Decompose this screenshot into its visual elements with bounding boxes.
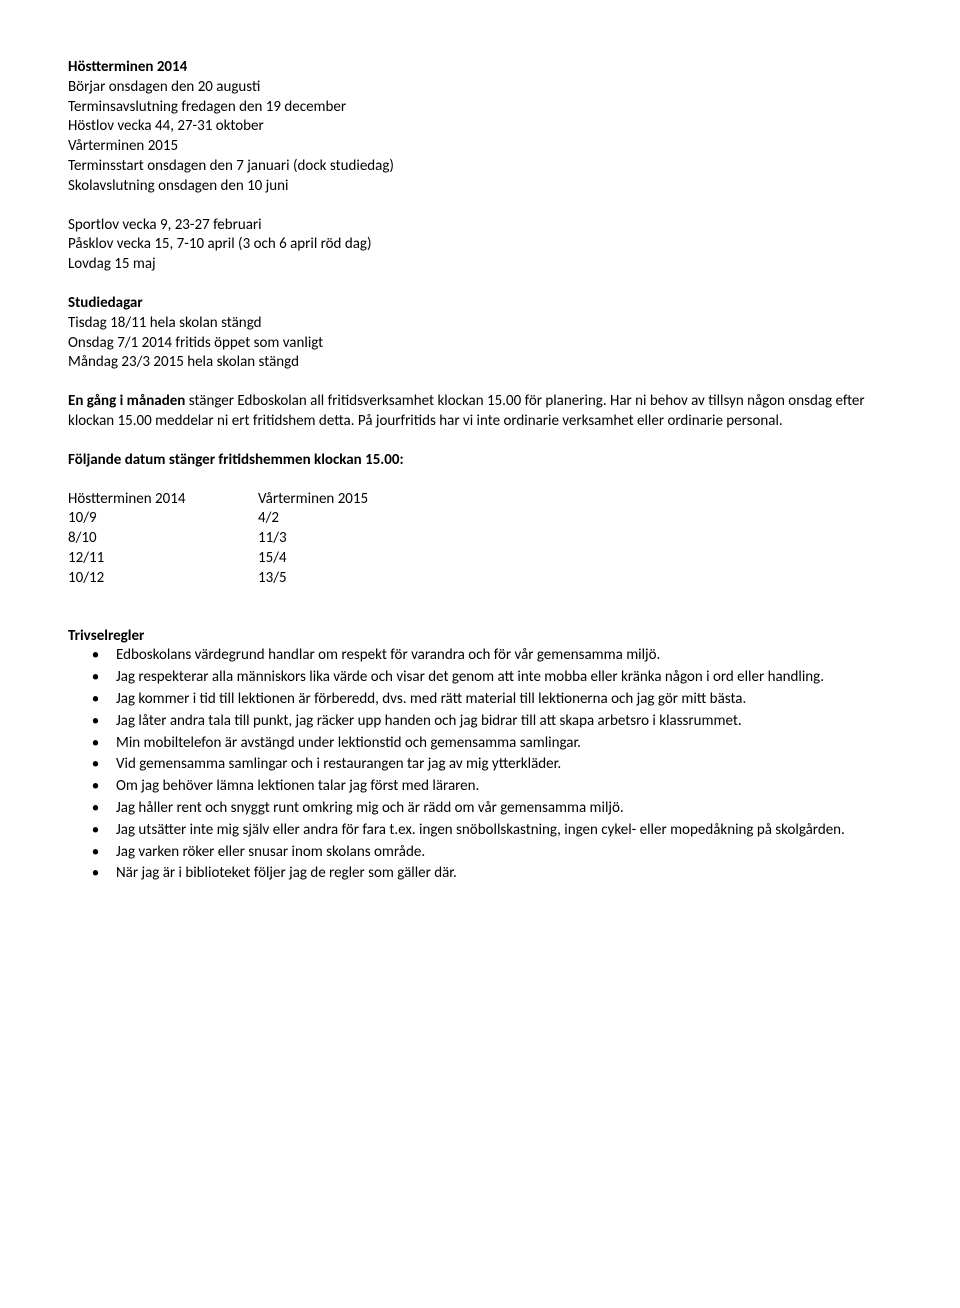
table-cell: 8/10 [68,529,258,549]
section-trivselregler: Trivselregler Edboskolans värdegrund han… [68,627,892,885]
list-item: Edboskolans värdegrund handlar om respek… [106,646,892,666]
text-line: Höstlov vecka 44, 27-31 oktober [68,117,892,137]
table-cell: 10/12 [68,569,258,589]
list-item: Jag kommer i tid till lektionen är förbe… [106,690,892,710]
list-item: Jag låter andra tala till punkt, jag räc… [106,712,892,732]
table-cell: 12/11 [68,549,258,569]
section-studiedagar: Studiedagar Tisdag 18/11 hela skolan stä… [68,294,892,373]
text-line: Onsdag 7/1 2014 fritids öppet som vanlig… [68,334,892,354]
table-cell: 11/3 [258,529,368,549]
bold-lead: En gång i månaden [68,392,185,410]
list-item: Vid gemensamma samlingar och i restauran… [106,755,892,775]
section-foljande-datum: Följande datum stänger fritidshemmen klo… [68,451,892,471]
table-header-col1: Höstterminen 2014 [68,490,258,510]
text-line: Terminsstart onsdagen den 7 januari (doc… [68,157,892,177]
text-line: Terminsavslutning fredagen den 19 decemb… [68,98,892,118]
text-line: Sportlov vecka 9, 23-27 februari [68,216,892,236]
paragraph-rest: stänger Edboskolan all fritidsverksamhet… [68,392,865,430]
heading-trivselregler: Trivselregler [68,627,892,647]
list-item: Min mobiltelefon är avstängd under lekti… [106,734,892,754]
list-item: Jag håller rent och snyggt runt omkring … [106,799,892,819]
heading-foljande-datum: Följande datum stänger fritidshemmen klo… [68,451,892,471]
text-line: Lovdag 15 maj [68,255,892,275]
list-item: Jag varken röker eller snusar inom skola… [106,843,892,863]
text-line: Vårterminen 2015 [68,137,892,157]
table-row: 12/11 15/4 [68,549,368,569]
section-date-table: Höstterminen 2014 Vårterminen 2015 10/9 … [68,490,892,589]
section-lov: Sportlov vecka 9, 23-27 februari Påsklov… [68,216,892,275]
text-line: Börjar onsdagen den 20 augusti [68,78,892,98]
paragraph-fritids: En gång i månaden stänger Edboskolan all… [68,392,892,432]
text-line: Måndag 23/3 2015 hela skolan stängd [68,353,892,373]
table-row: 10/12 13/5 [68,569,368,589]
list-item: Om jag behöver lämna lektionen talar jag… [106,777,892,797]
heading-studiedagar: Studiedagar [68,294,892,314]
section-fritidsverksamhet: En gång i månaden stänger Edboskolan all… [68,392,892,432]
heading-hostterminen-2014: Höstterminen 2014 [68,58,892,78]
table-row: 10/9 4/2 [68,509,368,529]
table-cell: 13/5 [258,569,368,589]
text-line: Påsklov vecka 15, 7-10 april (3 och 6 ap… [68,235,892,255]
table-row: 8/10 11/3 [68,529,368,549]
trivselregler-list: Edboskolans värdegrund handlar om respek… [68,646,892,884]
date-table: Höstterminen 2014 Vårterminen 2015 10/9 … [68,490,368,589]
table-header-col2: Vårterminen 2015 [258,490,368,510]
list-item: Jag utsätter inte mig själv eller andra … [106,821,892,841]
text-line: Skolavslutning onsdagen den 10 juni [68,177,892,197]
table-cell: 4/2 [258,509,368,529]
table-cell: 10/9 [68,509,258,529]
list-item: Jag respekterar alla människors lika vär… [106,668,892,688]
section-hostterminen: Höstterminen 2014 Börjar onsdagen den 20… [68,58,892,197]
text-line: Tisdag 18/11 hela skolan stängd [68,314,892,334]
table-cell: 15/4 [258,549,368,569]
table-row: Höstterminen 2014 Vårterminen 2015 [68,490,368,510]
list-item: När jag är i biblioteket följer jag de r… [106,864,892,884]
